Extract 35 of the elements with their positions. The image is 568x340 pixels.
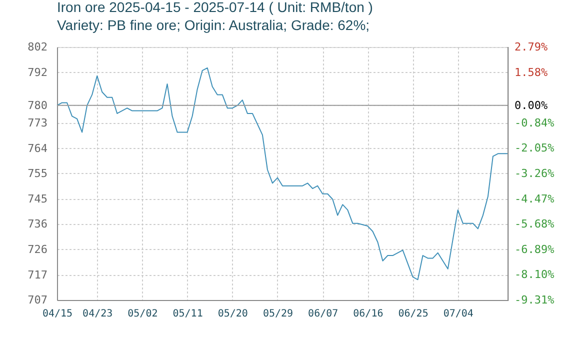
x-tick-label: 06/07 [308,308,338,320]
y-tick-label: 755 [28,167,48,180]
y2-tick-label: 2.79% [514,40,548,54]
x-tick-label: 04/15 [42,308,73,320]
x-tick-label: 05/20 [218,308,248,320]
y2-tick-label: -5.68% [514,218,555,231]
y-tick-label: 764 [28,142,48,155]
y-tick-label: 736 [28,218,48,231]
y2-tick-label: -0.84% [514,116,555,130]
y-tick-label: 745 [28,192,48,206]
y-tick-label: 792 [28,66,48,79]
x-tick-label: 07/04 [443,308,474,320]
x-tick-label: 05/02 [128,308,158,320]
chart-subtitle: Variety: PB fine ore; Origin: Australia; Grade: 62%; [57,17,370,33]
y2-tick-label: -6.89% [514,242,555,256]
y2-tick-label: -8.10% [514,268,555,282]
y2-tick-label: -9.31% [514,294,555,306]
y2-tick-label: -3.26% [514,167,555,180]
x-tick-label: 05/29 [262,308,294,320]
y-tick-label: 717 [28,268,48,282]
y-tick-label: 707 [28,294,48,306]
y-tick-label: 802 [28,40,48,54]
y-tick-label: 773 [28,116,48,130]
y-tick-label: 726 [28,242,48,256]
y2-tick-label: 0.00% [514,98,548,112]
y2-tick-label: -4.47% [514,192,555,206]
line-series [56,67,508,280]
chart-title: Iron ore 2025-04-15 - 2025-07-14 ( Unit: RMB/ton ) [57,0,373,15]
y2-tick-label: -2.05% [514,142,555,155]
y-tick-label: 780 [28,98,48,112]
x-tick-label: 05/11 [172,308,203,320]
y2-tick-label: 1.58% [514,66,548,79]
x-tick-label: 06/16 [353,308,384,320]
x-tick-label: 04/23 [82,308,113,320]
x-tick-label: 06/25 [398,308,428,320]
